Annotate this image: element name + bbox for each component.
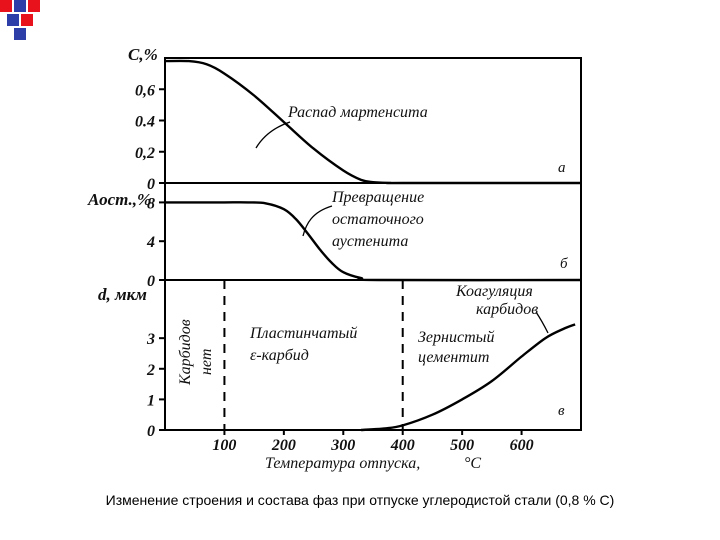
panel-c-yticks: 0 1 2 3 bbox=[146, 331, 165, 440]
region-no-carbides-line-1: Карбидов bbox=[177, 319, 194, 386]
annotation-b-line-1: Превращение bbox=[331, 189, 424, 206]
xtick-label: 200 bbox=[271, 437, 296, 454]
panel-c-xticks: 100 200 300 400 500 600 bbox=[212, 430, 534, 454]
retained-austenite-curve bbox=[164, 201, 582, 282]
panel-b-ylabel: Аост.,% bbox=[87, 190, 151, 209]
xtick-label: 400 bbox=[390, 437, 415, 454]
region-cementite-line-2: цементит bbox=[418, 349, 489, 366]
ytick-label: 0 bbox=[147, 176, 155, 193]
annotation-b-leader bbox=[302, 205, 333, 237]
ytick-label: 0.4 bbox=[135, 114, 155, 131]
panel-b-yticks: 0 4 8 bbox=[146, 195, 165, 290]
ytick-label: 1 bbox=[147, 392, 155, 409]
ytick-label: 0,2 bbox=[135, 145, 155, 162]
ytick-label: 0 bbox=[147, 273, 155, 290]
xtick-label: 500 bbox=[450, 437, 474, 454]
annotation-a-text: Распад мартенсита bbox=[287, 104, 428, 121]
slide-caption: Изменение строения и состава фаз при отп… bbox=[105, 492, 615, 508]
carbide-coagulation-curve bbox=[361, 323, 576, 432]
panel-a-ylabel: С,% bbox=[128, 45, 158, 64]
presentation-logo-icon bbox=[0, 0, 40, 40]
xtick-label: 300 bbox=[330, 437, 355, 454]
x-axis-unit: °С bbox=[464, 455, 481, 472]
region-no-carbides-line-2: нет bbox=[198, 349, 215, 375]
region-epsilon-carbide-line-1: Пластинчатый bbox=[249, 325, 357, 342]
panel-a-letter: а bbox=[558, 160, 566, 176]
region-cementite-line-1: Зернистый bbox=[418, 329, 494, 346]
annotation-c-line-2: карбидов bbox=[476, 301, 538, 318]
martensite-decomposition-curve bbox=[164, 59, 581, 185]
ytick-label: 3 bbox=[146, 331, 155, 348]
region-epsilon-carbide-line-2: ε-карбид bbox=[250, 347, 309, 364]
ytick-label: 4 bbox=[146, 234, 155, 251]
annotation-c-line-1: Коагуляция bbox=[455, 283, 533, 300]
annotation-a-leader bbox=[255, 121, 291, 149]
panel-c-letter: в bbox=[558, 403, 565, 419]
tempering-chart: С,% 0 0,2 0.4 0,6 Распад мартенсита а Аост.… bbox=[87, 45, 582, 472]
panel-b-letter: б bbox=[560, 256, 568, 272]
panel-a-yticks: 0 0,2 0.4 0,6 bbox=[135, 82, 165, 193]
annotation-b-line-3: аустенита bbox=[332, 233, 408, 250]
ytick-label: 8 bbox=[147, 195, 155, 212]
annotation-b-line-2: остаточного bbox=[332, 211, 424, 228]
annotation-c-leader bbox=[535, 311, 549, 334]
ytick-label: 2 bbox=[146, 362, 155, 379]
panel-c-ylabel: d, мкм bbox=[98, 285, 147, 304]
ytick-label: 0 bbox=[147, 423, 155, 440]
xtick-label: 600 bbox=[510, 437, 534, 454]
xtick-label: 100 bbox=[212, 437, 236, 454]
x-axis-label: Температура отпуска, bbox=[265, 455, 420, 472]
phase-boundary-lines bbox=[223, 280, 404, 430]
ytick-label: 0,6 bbox=[135, 82, 155, 99]
